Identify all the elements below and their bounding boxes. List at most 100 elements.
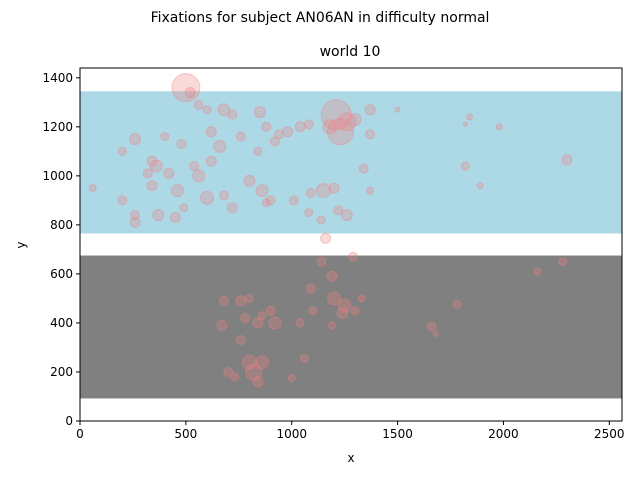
fixation-point (288, 195, 299, 206)
fixation-point (460, 161, 470, 171)
fixation-point (340, 209, 353, 222)
fixation-point (476, 182, 484, 190)
fixation-point (205, 126, 217, 138)
fixation-point (219, 190, 229, 201)
fixation-point (189, 161, 200, 172)
fixation-point (357, 294, 366, 303)
fixation-point (533, 267, 542, 276)
fixation-point (326, 118, 354, 146)
fixation-point (205, 155, 217, 167)
y-tick-label: 800 (50, 218, 73, 232)
fixation-point (561, 154, 573, 166)
y-axis-ticks: 0 200 400 600 800 1000 1200 1400 (42, 71, 80, 428)
fixation-point (226, 202, 238, 214)
fixation-point (308, 306, 318, 316)
axes-frame (79, 67, 623, 422)
fixation-point (235, 335, 246, 346)
fixation-point (327, 291, 342, 306)
fixation-point (176, 139, 187, 149)
fixation-point (426, 321, 437, 332)
fixation-point (255, 355, 270, 370)
x-tick-label: 500 (174, 427, 197, 441)
axes-title: world 10 (320, 44, 381, 60)
fixation-point (452, 300, 462, 310)
fixation-point (348, 113, 362, 126)
fixation-point (316, 215, 326, 225)
fixation-point (305, 283, 316, 294)
fixation-point (213, 139, 227, 153)
fixation-point (303, 119, 314, 130)
fixation-point (146, 155, 158, 167)
fixation-point (322, 119, 338, 135)
fixation-point (394, 106, 401, 113)
fixation-point (200, 190, 214, 205)
fixation-point (219, 295, 229, 306)
fixation-point (261, 198, 271, 208)
y-tick-label: 200 (50, 365, 73, 379)
fixation-point (88, 184, 97, 193)
fixation-point (328, 182, 340, 194)
region-lower-band (80, 255, 622, 399)
fixation-point (326, 270, 338, 282)
fixation-point (432, 331, 439, 337)
fixation-point (252, 317, 264, 329)
fixation-point (130, 210, 140, 221)
fixation-point (365, 129, 376, 140)
fixation-point (227, 109, 238, 120)
fixation-point (358, 163, 369, 174)
background-regions (80, 91, 622, 399)
fixation-point (320, 232, 332, 244)
x-tick-label: 2000 (488, 427, 519, 441)
y-tick-label: 0 (65, 414, 73, 428)
fixation-point (337, 112, 357, 132)
fixation-point (495, 123, 503, 131)
fixation-point (160, 132, 170, 142)
fixation-point (558, 257, 568, 267)
fixation-point (129, 216, 141, 228)
x-axis-label: x (347, 451, 354, 465)
fixation-point (235, 295, 247, 307)
y-tick-label: 1000 (42, 169, 73, 183)
fixation-point (265, 305, 276, 316)
fixation-point (240, 313, 251, 323)
fixation-point (245, 363, 263, 381)
fixation-point (223, 367, 234, 377)
fixation-point (170, 184, 184, 198)
fixation-point (253, 146, 263, 156)
fixation-point (146, 180, 158, 192)
y-tick-label: 1400 (42, 71, 73, 85)
fixation-point (235, 131, 246, 142)
fixation-point (337, 298, 352, 313)
fixation-point (336, 307, 349, 320)
fixation-point (216, 319, 228, 331)
fixation-point (255, 184, 269, 198)
fixation-point (265, 195, 276, 206)
fixation-point (350, 306, 360, 316)
fixation-point (327, 321, 336, 330)
fixation-point (299, 354, 309, 363)
fixation-point (252, 376, 264, 388)
fixation-point (295, 318, 305, 328)
fixation-point (274, 129, 284, 140)
fixation-point (244, 293, 254, 303)
x-tick-label: 1500 (382, 427, 413, 441)
fixation-point (202, 105, 212, 115)
fixation-point (304, 208, 314, 218)
fixation-point (364, 104, 376, 116)
fixation-point (366, 186, 375, 195)
fixation-point (305, 188, 316, 198)
fixation-point (254, 106, 266, 119)
y-axis-label: y (14, 241, 28, 248)
x-tick-label: 0 (76, 427, 84, 441)
fixation-point (171, 73, 201, 103)
fixation-point (179, 203, 189, 213)
fixation-point (316, 256, 327, 267)
fixation-point (241, 354, 257, 370)
x-tick-label: 1000 (276, 427, 307, 441)
fixation-point (466, 113, 474, 121)
fixation-point (149, 159, 163, 173)
fixation-point (152, 209, 165, 222)
fixation-point (192, 169, 206, 183)
